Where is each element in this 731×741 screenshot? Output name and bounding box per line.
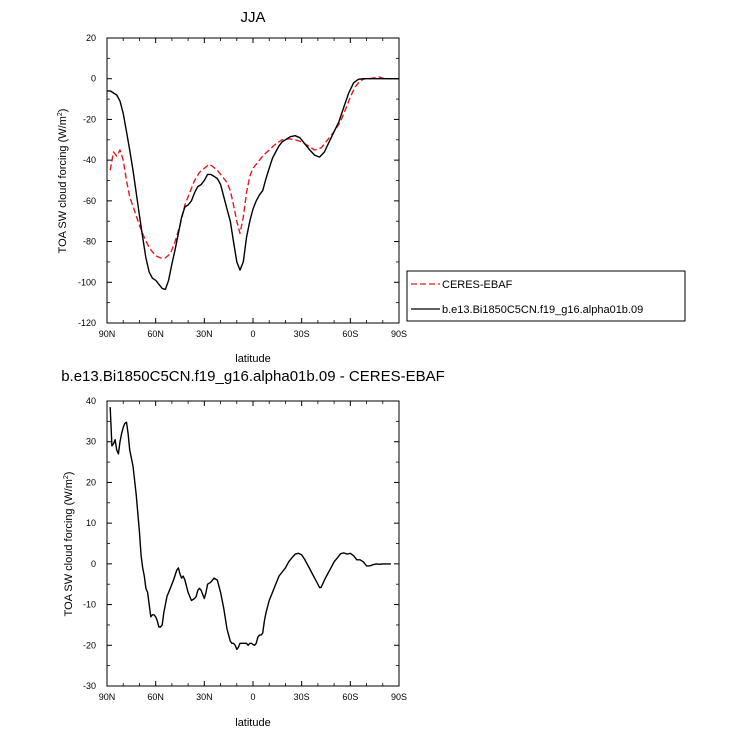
top-series-lines bbox=[107, 76, 399, 291]
top-y-axis-label-sup: 2 bbox=[57, 112, 64, 116]
top-chart-title: JJA bbox=[240, 9, 265, 26]
bottom-y-axis-label-close: ) bbox=[63, 472, 75, 476]
bottom-x-tick-label: 90N bbox=[99, 692, 116, 702]
bottom-y-axis-label: TOA SW cloud forcing (W/m2) bbox=[63, 472, 75, 617]
bottom-y-axis-label-sup: 2 bbox=[63, 475, 70, 479]
bottom-x-tick-label: 60S bbox=[342, 692, 358, 702]
top-y-tick-label: -40 bbox=[83, 155, 96, 165]
top-y-tick-label: -60 bbox=[83, 196, 96, 206]
bottom-chart-title: b.e13.Bi1850C5CN.f19_g16.alpha01b.09 - C… bbox=[61, 368, 445, 385]
bottom-y-axis-label-main: TOA SW cloud forcing (W/m bbox=[63, 479, 75, 616]
bottom-series-lines bbox=[109, 407, 391, 651]
legend-label-model: b.e13.Bi1850C5CN.f19_g16.alpha01b.09 bbox=[442, 304, 643, 316]
bottom-plot-frame bbox=[106, 400, 400, 687]
top-series-line-1 bbox=[107, 78, 399, 291]
top-x-tick-label: 30N bbox=[196, 329, 213, 339]
bottom-x-axis-label: latitude bbox=[235, 717, 270, 729]
bottom-y-tick-label: 40 bbox=[86, 396, 96, 406]
bottom-y-tick-label: 20 bbox=[86, 477, 96, 487]
bottom-series-line-0 bbox=[109, 407, 391, 651]
top-x-tick-label: 60S bbox=[342, 329, 358, 339]
top-series-line-0 bbox=[109, 76, 399, 259]
legend-box bbox=[406, 270, 686, 322]
bottom-y-tick-label: -10 bbox=[83, 600, 96, 610]
top-y-axis-label-close: ) bbox=[57, 109, 69, 113]
bottom-y-tick-label: 10 bbox=[86, 518, 96, 528]
bottom-x-tick-label: 90S bbox=[391, 692, 407, 702]
top-x-tick-label: 0 bbox=[250, 329, 255, 339]
top-y-axis-label-main: TOA SW cloud forcing (W/m bbox=[57, 116, 69, 253]
top-x-tick-label: 90N bbox=[99, 329, 116, 339]
bottom-axis-ticks: 90N 60N 30N 0 30S 60S 90S 40 30 20 10 0 -10 -20 -30 bbox=[83, 396, 407, 702]
legend: CERES-EBAF b.e13.Bi1850C5CN.f19_g16.alph… bbox=[406, 270, 686, 322]
legend-label-ceres: CERES-EBAF bbox=[442, 279, 513, 291]
top-x-tick-label: 30S bbox=[294, 329, 310, 339]
top-y-axis-label: TOA SW cloud forcing (W/m2) bbox=[57, 109, 69, 254]
top-y-tick-label: -80 bbox=[83, 237, 96, 247]
bottom-chart: b.e13.Bi1850C5CN.f19_g16.alpha01b.09 - C… bbox=[61, 368, 445, 729]
bottom-x-tick-label: 0 bbox=[250, 692, 255, 702]
top-x-axis-label: latitude bbox=[235, 353, 270, 365]
top-plot-frame bbox=[106, 37, 400, 324]
bottom-y-tick-label: -20 bbox=[83, 640, 96, 650]
top-y-tick-label: -20 bbox=[83, 114, 96, 124]
top-axis-ticks: 90N 60N 30N 0 30S 60S 90S 20 0 -20 -40 -60 -80 -100 -1… bbox=[78, 33, 407, 339]
top-x-tick-label: 60N bbox=[147, 329, 164, 339]
bottom-x-tick-label: 30N bbox=[196, 692, 213, 702]
top-x-tick-label: 90S bbox=[391, 329, 407, 339]
bottom-x-tick-label: 30S bbox=[294, 692, 310, 702]
top-chart: JJA 90N 60N 30N 0 30S 60S 90S 20 0 -20 -40 -60 -80 -1… bbox=[57, 9, 686, 365]
bottom-y-tick-label: 0 bbox=[91, 559, 96, 569]
bottom-y-tick-label: -30 bbox=[83, 681, 96, 691]
top-y-tick-label: -100 bbox=[78, 277, 96, 287]
bottom-y-tick-label: 30 bbox=[86, 437, 96, 447]
top-y-tick-label: 20 bbox=[86, 33, 96, 43]
top-y-tick-label: 0 bbox=[91, 74, 96, 84]
top-y-tick-label: -120 bbox=[78, 318, 96, 328]
bottom-x-tick-label: 60N bbox=[147, 692, 164, 702]
